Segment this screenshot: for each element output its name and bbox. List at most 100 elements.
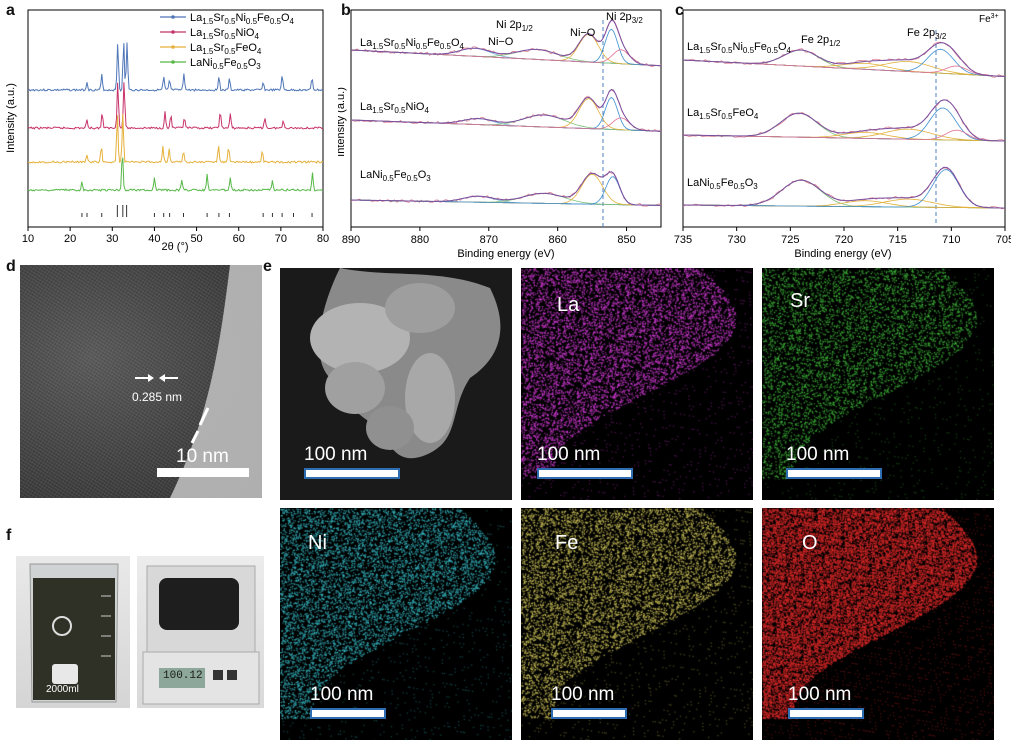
xrd-legend-marker-1 [171,30,175,34]
panel-label-f: f [6,527,12,544]
eds-map-sr-scalebar-bar [786,468,882,479]
xrd-chart: 10 20 30 40 50 60 70 80 La1.5Sr0.5Ni0.5Fe0.5O4L… [5,9,329,253]
xps-fe-x-ticks: 735 730 725 720 715 710 705 [674,227,1011,246]
eds-map-fe-canvas [521,508,753,740]
xrd-legend: La1.5Sr0.5Ni0.5Fe0.5O4La1.5Sr0.5NiO4La1.… [160,12,295,71]
xps-ni-label-3: LaNi0.5Fe0.5O3 [360,169,431,183]
xrd-xtick-label-0: 10 [22,233,34,245]
xps-ni-xtick-label-3: 860 [548,234,566,246]
xrd-series-line-2 [27,113,324,164]
eds-map-la-scalebar-bar [537,468,633,479]
eds-map-fe-scalebar-label: 100 nm [551,684,615,705]
xps-ni-ylabel: Intensity (a.u.) [338,87,347,157]
eds-map-fe-scalebar-bar [551,708,627,719]
xps-fe-xtick-label-5: 710 [942,234,960,246]
xps-fe-chart: 735 730 725 720 715 710 705 Binding energy (eV… [674,9,1011,260]
eds-map-o-scalebar-bar [788,708,864,719]
eds-map-o-canvas [762,508,994,740]
xps-fe-xtick-label-4: 715 [888,234,906,246]
xrd-xtick-label-6: 70 [275,233,287,245]
haadf-scalebar-label: 100 nm [304,444,368,465]
xrd-legend-label-1: La1.5Sr0.5NiO4 [190,27,259,41]
eds-map-fe-label: Fe [555,532,579,554]
xps-fe-annot-fe3: Fe3+ [979,13,999,25]
hrtem-scalebar [157,468,249,477]
eds-map-ni-label: Ni [308,532,327,554]
xps-ni-envelope-1 [350,88,661,132]
xps-fe-xtick-label-6: 705 [996,234,1011,246]
xps-fe-envelope-2 [683,166,1005,209]
eds-map-ni-scalebar: 100 nm [310,684,386,719]
edge-dash-1 [198,407,210,426]
xps-fe-label-1: La1.5Sr0.5Ni0.5Fe0.5O4 [687,41,792,55]
xrd-xtick-label-3: 40 [148,233,160,245]
xps-ni-x-ticks: 890 880 870 860 850 [342,227,636,246]
xps-ni-label-1: La1.5Sr0.5Ni0.5Fe0.5O4 [360,37,465,51]
sample-bag [159,578,239,630]
xps-fe-label-3: LaNi0.5Fe0.5O3 [687,177,758,191]
balance-reading: 100.12 [163,670,203,682]
xrd-series-line-1 [27,82,324,130]
xrd-series-line-3 [27,157,324,192]
beaker-logo [52,616,72,636]
xps-fe-envelope-0 [682,42,1006,77]
spacing-arrowhead-right [159,374,165,382]
eds-map-sr-canvas [762,268,994,500]
eds-map-la-scalebar: 100 nm [537,444,633,479]
balance-display [159,668,205,688]
lattice-spacing-label: 0.285 nm [132,390,183,404]
xrd-legend-label-2: La1.5Sr0.5FeO4 [190,42,262,56]
spacing-arrowhead-left [148,374,154,382]
hrtem-scalebar-label: 10 nm [176,446,229,467]
eds-map-la: La 100 nm [521,268,753,500]
eds-map-la-scalebar-label: 100 nm [537,444,601,465]
xps-fe-annot-2p12: Fe 2p1/2 [801,34,841,48]
eds-map-ni-canvas [280,508,512,740]
xrd-plot-frame [27,9,324,228]
xps-ni-xtick-label-4: 850 [617,234,635,246]
hrtem-edge-region [170,265,262,498]
balance-photo: 100.12 [137,556,264,708]
xps-ni-xtick-label-0: 890 [342,234,360,246]
edge-dash-2 [190,430,200,444]
panel-label-b: b [341,2,351,19]
xps-ni-label-2: La1.5Sr0.5NiO4 [360,101,429,115]
hrtem-image: 0.285 nm 10 nm [20,265,262,498]
xps-fe-xtick-label-2: 725 [781,234,799,246]
eds-map-o-scalebar-label: 100 nm [788,684,852,705]
xps-fe-xlabel: Binding energy (eV) [794,248,891,260]
xps-ni-raw-2 [350,170,662,207]
xps-ni-chart: 890 880 870 860 850 Intensity (a.u.) Binding… [338,9,662,260]
haadf-image: 100 nm [280,268,512,500]
xps-ni-plot-frame [350,9,662,228]
beaker-label-patch [52,664,78,684]
eds-map-sr-scalebar-label: 100 nm [786,444,850,465]
xps-ni-annot-2p32: Ni 2p3/2 [606,11,643,25]
eds-map-sr: Sr 100 nm [762,268,994,500]
xrd-legend-marker-0 [171,15,175,19]
xps-fe-label-2: La1.5Sr0.5FeO4 [687,107,759,121]
haadf-scalebar: 100 nm [304,444,400,479]
panel-label-d: d [6,258,16,275]
eds-map-sr-scalebar: 100 nm [786,444,882,479]
eds-map-ni-scalebar-label: 100 nm [310,684,374,705]
xps-fe-component-1-2 [682,128,1006,142]
xrd-series-group [27,42,324,192]
xrd-xtick-label-4: 50 [190,233,202,245]
xrd-legend-label-0: La1.5Sr0.5Ni0.5Fe0.5O4 [190,12,295,26]
xps-ni-xtick-label-1: 880 [411,234,429,246]
eds-map-fe-scalebar: 100 nm [551,684,627,719]
panel-label-e: e [263,258,272,275]
xps-ni-xlabel: Binding energy (eV) [457,248,554,260]
xps-fe-annot-2p32: Fe 2p3/2 [907,27,947,41]
haadf-scalebar-bar [304,468,400,479]
xps-ni-annot-2p12: Ni 2p1/2 [496,19,533,33]
xps-fe-xtick-label-1: 730 [727,234,745,246]
xrd-legend-marker-3 [171,60,175,64]
haadf-particles [310,268,501,459]
eds-map-ni: Ni 100 nm [280,508,512,740]
eds-map-sr-label: Sr [790,290,810,312]
eds-map-o-scalebar: 100 nm [788,684,864,719]
xps-ni-envelope-2 [351,171,661,206]
xrd-ylabel: Intensity (a.u.) [5,83,17,153]
